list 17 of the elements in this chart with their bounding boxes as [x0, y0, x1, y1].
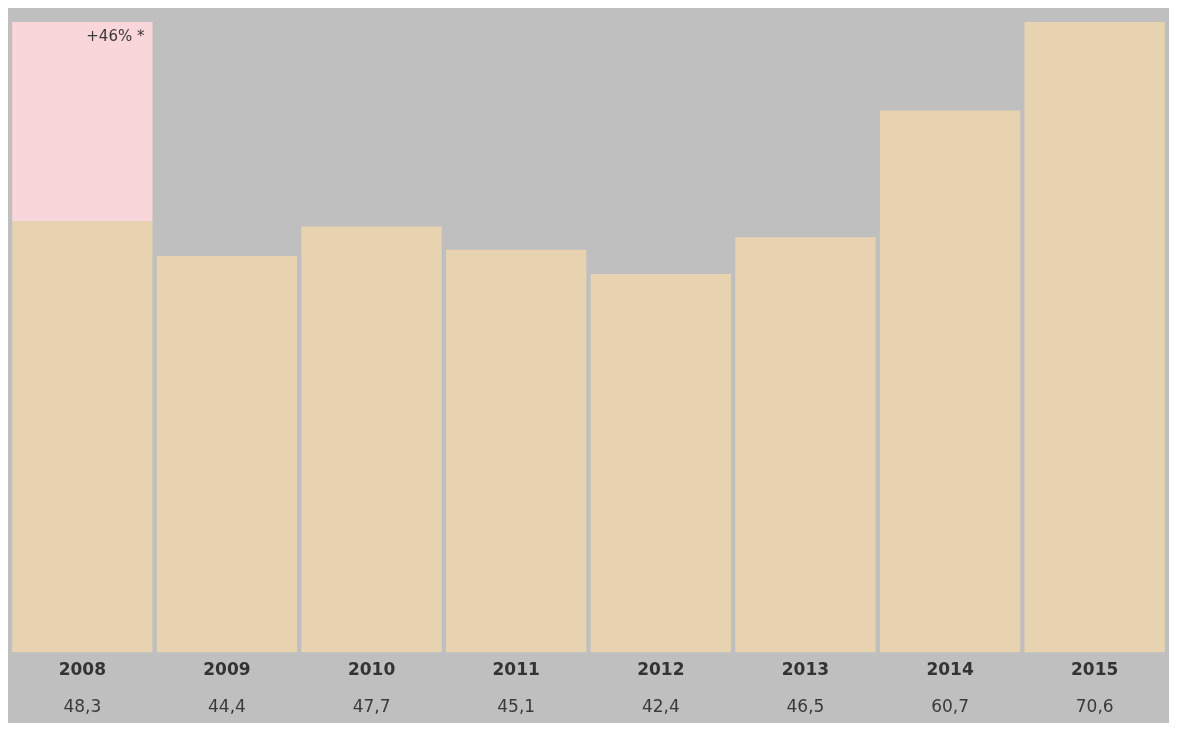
data-label: 44,4: [208, 695, 246, 716]
x-tick-label: 2013: [781, 659, 830, 680]
x-tick-label: 2015: [1071, 659, 1119, 680]
x-tick-label: 2012: [637, 659, 685, 680]
annotation: +46% *: [86, 27, 145, 46]
data-label: 48,3: [63, 695, 102, 716]
x-tick-label: 2014: [926, 659, 974, 680]
data-label: 45,1: [497, 695, 536, 716]
data-label: 47,7: [352, 695, 391, 716]
data-label: 60,7: [931, 695, 969, 716]
x-tick-label: 2008: [58, 659, 106, 680]
data-label: 70,6: [1075, 695, 1114, 716]
x-tick-label: 2009: [203, 659, 251, 680]
x-tick-label: 2010: [347, 659, 396, 680]
data-label: 46,5: [786, 695, 825, 716]
x-tick-label: 2011: [492, 659, 540, 680]
data-label: 42,4: [641, 695, 680, 716]
